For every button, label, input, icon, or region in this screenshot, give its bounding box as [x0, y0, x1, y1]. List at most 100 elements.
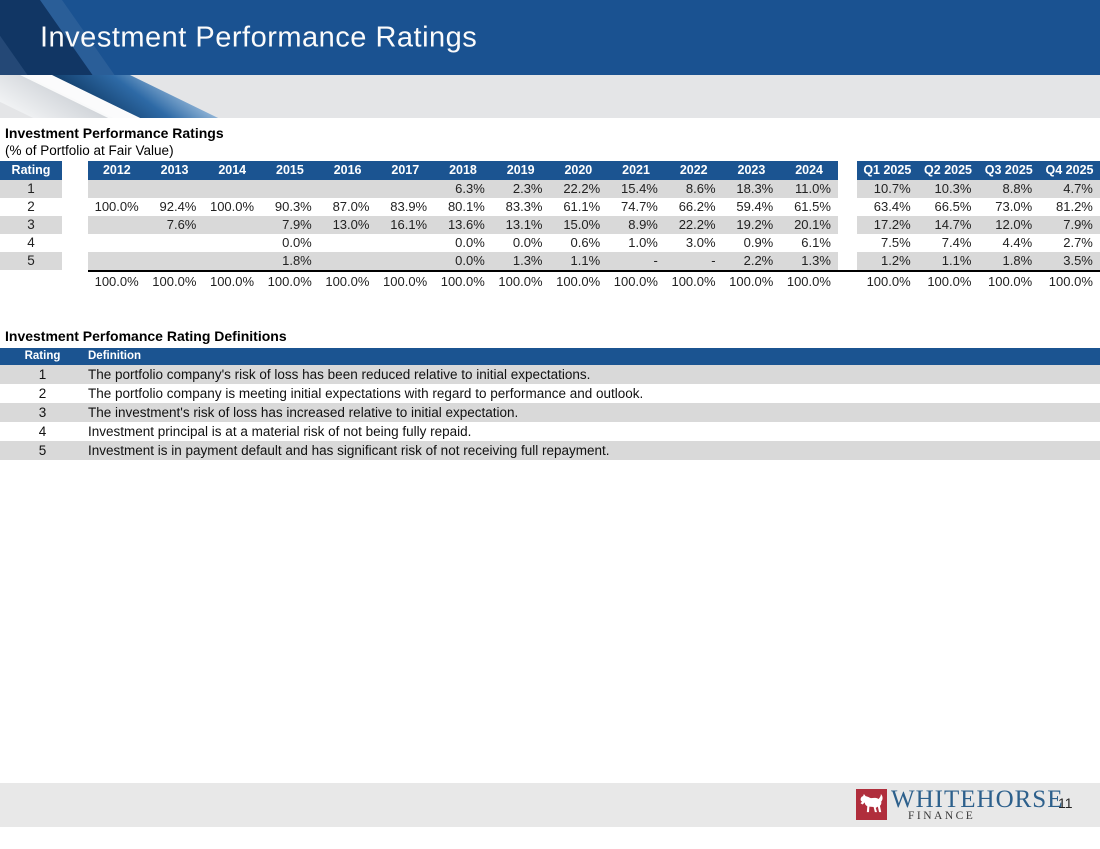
year-value-cell — [203, 180, 262, 198]
total-year-cell: 100.0% — [376, 270, 435, 292]
total-year-cell: 100.0% — [434, 270, 492, 292]
year-value-cell: 20.1% — [780, 216, 838, 234]
year-value-cell: 100.0% — [209, 199, 255, 214]
row-gap — [62, 234, 88, 252]
year-value-cell — [318, 252, 377, 270]
quarter-value-cell: 1.2% — [856, 252, 918, 270]
year-value-cell: 6.1% — [801, 235, 831, 250]
ratings-data-row: 1 6.3% 2.3% 22.2% 15.4% 8.6% 18.3% 11.0% 10.7% 10… — [0, 180, 1100, 198]
year-value-cell: 0.6% — [570, 235, 601, 250]
year-value-cell: 13.0% — [318, 216, 377, 234]
whitehorse-logo — [856, 789, 887, 820]
col-header-rating: Rating — [0, 348, 85, 365]
year-value-cell: 13.6% — [434, 216, 492, 234]
rating-cell: 2 — [38, 386, 47, 401]
row-gap — [62, 180, 88, 198]
col-header-quarter: Q2 2025 — [917, 161, 979, 180]
total-quarter-cell: 100.0% — [917, 270, 979, 292]
year-value-cell: - — [664, 252, 723, 270]
year-value-cell: 0.9% — [743, 235, 774, 250]
definitions-table: Rating Definition 1 The portfolio company's… — [0, 348, 1100, 460]
definitions-section-heading: Investment Perfomance Rating Definitions — [5, 328, 287, 344]
quarter-value-cell: 17.2% — [856, 216, 918, 234]
year-value-cell: 80.1% — [447, 199, 485, 214]
year-value-cell: 22.2% — [549, 180, 608, 198]
col-header-year: 2016 — [318, 161, 377, 180]
rating-cell: 1 — [0, 180, 62, 198]
year-value-cell: 0.0% — [455, 235, 485, 250]
ratings-data-row: 5 1.8% 0.0% 1.3% 1.1% - -2.2% 1.3% 1.2% 1.1% 1.8% 3… — [0, 252, 1100, 270]
year-value-cell: 8.9% — [607, 216, 665, 234]
quarter-value-cell: 1.8% — [978, 252, 1040, 270]
quarter-value-cell: 4.4% — [1002, 235, 1033, 250]
row-gap — [62, 198, 88, 216]
year-value-cell — [88, 234, 146, 252]
quarter-value-cell: 1.1% — [917, 252, 979, 270]
quarter-value-cell: 12.0% — [978, 216, 1040, 234]
total-year-cell: 100.0% — [549, 270, 608, 292]
quarter-value-cell: 8.8% — [978, 180, 1040, 198]
definition-row: 3 The investment's risk of loss has incre… — [0, 403, 1100, 422]
col-header-rating: Rating — [0, 161, 62, 180]
total-year-cell: 100.0% — [491, 270, 550, 292]
page-number: 11 — [1058, 795, 1073, 811]
definitions-header-row: Rating Definition — [0, 348, 1100, 365]
col-header-year: 2020 — [549, 161, 608, 180]
year-value-cell: 6.3% — [434, 180, 492, 198]
rating-cell: 1 — [0, 365, 85, 384]
decorative-band: . — [0, 75, 1100, 118]
definition-row: 2 The portfolio company is meeting initia… — [0, 384, 1100, 403]
horse-icon — [860, 793, 883, 813]
year-value-cell: 1.3% — [780, 252, 838, 270]
year-value-cell: 8.6% — [664, 180, 723, 198]
col-header-year: 2021 — [607, 161, 665, 180]
year-value-cell — [376, 252, 435, 270]
year-value-cell: 61.5% — [794, 199, 831, 214]
year-value-cell: 0.0% — [434, 252, 492, 270]
year-value-cell: 87.0% — [332, 199, 370, 214]
quarter-value-cell: 81.2% — [1056, 199, 1093, 214]
ratings-total-row: 100.0% 100.0% 100.0% 100.0% 100.0% 100.0% 100.… — [0, 270, 1100, 292]
year-value-cell — [88, 252, 146, 270]
row-gap — [837, 180, 857, 198]
year-value-cell: 0.0% — [282, 235, 312, 250]
year-value-cell — [145, 252, 204, 270]
quarter-value-cell: 10.3% — [917, 180, 979, 198]
quarter-value-cell: 4.7% — [1039, 180, 1100, 198]
year-value-cell — [145, 180, 204, 198]
definition-cell: Investment is in payment default and has… — [85, 441, 1100, 460]
definition-row: 4 Investment principal is at a material r… — [0, 422, 1100, 441]
col-header-year: 2012 — [88, 161, 146, 180]
slide-title: Investment Performance Ratings — [40, 21, 478, 53]
total-year-cell: 100.0% — [203, 270, 262, 292]
rating-cell: 5 — [0, 252, 62, 270]
rating-cell: 4 — [27, 235, 35, 250]
year-value-cell: 61.1% — [563, 199, 601, 214]
row-gap — [62, 216, 88, 234]
year-value-cell: 66.2% — [678, 199, 716, 214]
year-value-cell — [376, 180, 435, 198]
row-gap — [837, 198, 857, 216]
year-value-cell: 1.3% — [491, 252, 550, 270]
year-value-cell: 1.8% — [261, 252, 319, 270]
year-value-cell — [376, 234, 434, 252]
col-header-quarter: Q1 2025 — [856, 161, 918, 180]
year-value-cell — [88, 216, 146, 234]
quarter-value-cell: 7.5% — [881, 235, 911, 250]
rating-cell: 2 — [27, 199, 35, 214]
total-year-cell: 100.0% — [664, 270, 723, 292]
year-value-cell: 83.9% — [390, 199, 428, 214]
ratings-data-row: 3 7.6% 7.9% 13.0% 16.1% 13.6% 13.1% 15.0% 8.9% 22… — [0, 216, 1100, 234]
total-year-cell: 100.0% — [261, 270, 319, 292]
quarter-value-cell: 3.5% — [1039, 252, 1100, 270]
year-value-cell: 22.2% — [664, 216, 723, 234]
row-gap — [837, 216, 857, 234]
quarter-value-cell: 10.7% — [856, 180, 918, 198]
year-value-cell: 15.4% — [607, 180, 665, 198]
year-value-cell: 3.0% — [685, 235, 716, 250]
quarter-value-cell: 63.4% — [873, 199, 911, 214]
year-value-cell: 15.0% — [549, 216, 608, 234]
year-value-cell: 74.7% — [621, 199, 658, 214]
ratings-section-heading: Investment Performance Ratings — [5, 125, 224, 141]
row-gap — [62, 252, 88, 270]
